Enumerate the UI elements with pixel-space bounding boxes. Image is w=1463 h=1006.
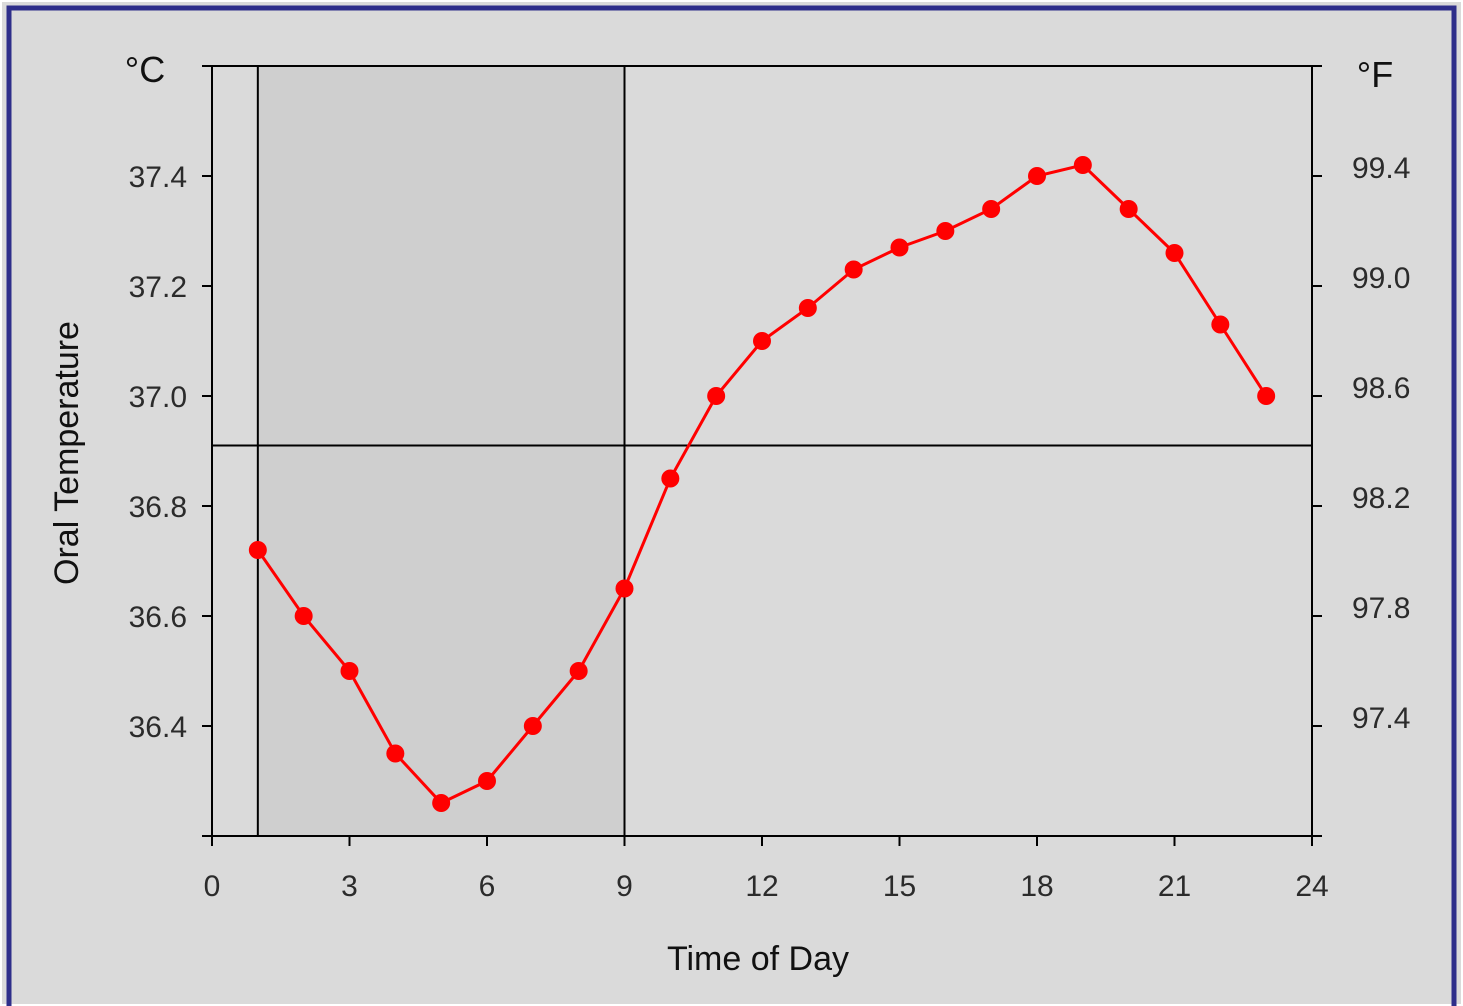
data-point — [936, 222, 955, 240]
x-tick-label: 9 — [616, 870, 633, 903]
data-point — [569, 662, 588, 680]
y-left-tick-label: 36.6 — [129, 601, 187, 634]
y-left-tick-label: 37.0 — [129, 381, 187, 414]
y-left-tick-label: 37.4 — [129, 161, 187, 194]
data-point — [798, 299, 817, 317]
data-point — [753, 332, 771, 350]
x-axis-title: Time of Day — [667, 940, 849, 978]
x-tick-label: 18 — [1020, 870, 1053, 903]
x-tick-label: 24 — [1295, 870, 1328, 903]
data-point — [294, 607, 313, 625]
x-tick-label: 0 — [204, 870, 221, 903]
data-point — [1073, 156, 1092, 174]
shaded-region — [257, 66, 625, 836]
y-axis-title: Oral Temperature — [48, 321, 86, 585]
y-right-tick-label: 98.6 — [1352, 372, 1410, 405]
data-point — [844, 260, 863, 279]
left-unit-label: °C — [125, 49, 165, 90]
data-point — [1028, 167, 1046, 185]
data-point — [248, 541, 267, 559]
data-point — [661, 469, 680, 488]
data-point — [707, 387, 726, 405]
y-left-tick-label: 36.4 — [129, 711, 187, 744]
data-point — [478, 772, 496, 790]
x-tick-label: 3 — [341, 870, 358, 903]
y-left-tick-label: 36.8 — [129, 491, 187, 524]
data-point — [1211, 315, 1230, 334]
y-right-tick-label: 97.8 — [1352, 592, 1410, 625]
y-right-tick-label: 99.0 — [1352, 262, 1410, 295]
data-point — [982, 200, 1001, 218]
data-point — [1257, 387, 1276, 405]
data-point — [523, 717, 542, 735]
data-point — [615, 579, 634, 598]
data-point — [1165, 244, 1184, 262]
plot-area: 0 3 6 9 12 15 18 21 24 36.4 36.6 36.8 37.0 37.2 37.4 97… — [129, 65, 1410, 903]
data-point — [340, 662, 359, 680]
y-right-tick-label: 97.4 — [1352, 702, 1410, 735]
data-point — [432, 794, 451, 812]
right-unit-label: °F — [1357, 54, 1393, 95]
x-tick-label: 15 — [883, 870, 916, 903]
x-tick-label: 6 — [479, 870, 496, 903]
outer-border — [6, 5, 1457, 1006]
data-point — [1119, 200, 1138, 218]
y-right-tick-label: 98.2 — [1352, 482, 1410, 515]
y-left-tick-label: 37.2 — [129, 271, 187, 304]
data-point — [386, 744, 405, 763]
y-right-tick-label: 99.4 — [1352, 152, 1410, 185]
x-tick-label: 12 — [745, 870, 778, 903]
data-point — [890, 238, 909, 257]
x-tick-label: 21 — [1158, 870, 1191, 903]
